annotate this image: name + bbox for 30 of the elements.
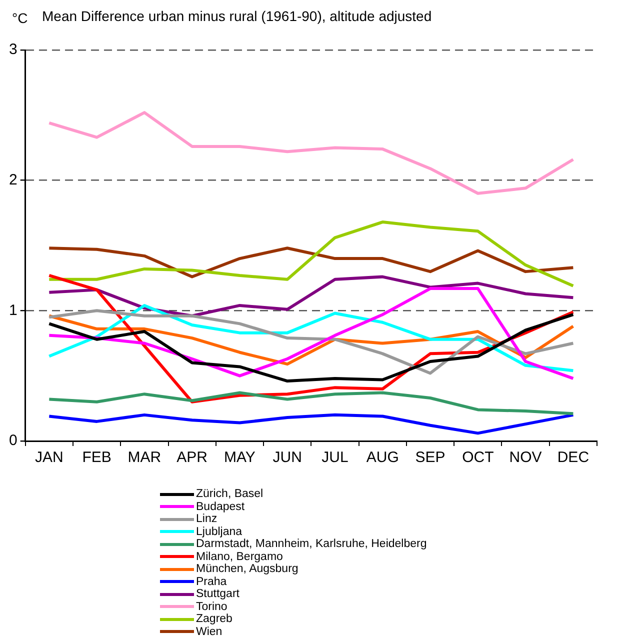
legend-label: München, Augsburg <box>196 563 298 576</box>
x-tick-label: APR <box>176 449 208 466</box>
x-tick-label: NOV <box>509 449 542 466</box>
legend-label: Budapest <box>196 500 245 513</box>
x-tick-label: AUG <box>366 449 399 466</box>
legend-label: Wien <box>196 626 222 638</box>
legend-label: Zagreb <box>196 613 232 626</box>
x-tick-label: JUL <box>322 449 348 466</box>
legend-label: Torino <box>196 600 228 613</box>
legend-label: Praha <box>196 576 227 588</box>
x-tick-label: OCT <box>462 449 494 466</box>
y-tick-label: 1 <box>9 302 18 319</box>
x-tick-label: JAN <box>34 449 64 466</box>
legend-label: Stuttgart <box>196 588 240 600</box>
y-tick-label: 3 <box>9 41 18 58</box>
legend-label: Milano, Bergamo <box>196 550 283 563</box>
x-tick-label: MAY <box>224 449 256 466</box>
legend-label: Linz <box>196 513 218 526</box>
y-tick-label: 0 <box>9 432 18 450</box>
y-axis-title: °C <box>12 10 28 26</box>
legend-label: Darmstadt, Mannheim, Karlsruhe, Heidelberg <box>196 538 427 550</box>
x-tick-label: MAR <box>128 449 162 466</box>
legend-label: Zürich, Basel <box>196 488 264 500</box>
chart-title: Mean Difference urban minus rural (1961-90), altitude adjusted <box>42 8 432 24</box>
legend-label: Ljubljana <box>196 526 242 538</box>
x-tick-label: SEP <box>415 449 446 466</box>
x-tick-label: FEB <box>82 449 112 466</box>
x-tick-label: JUN <box>272 449 302 466</box>
x-tick-label: DEC <box>557 449 590 466</box>
y-tick-label: 2 <box>9 171 18 188</box>
